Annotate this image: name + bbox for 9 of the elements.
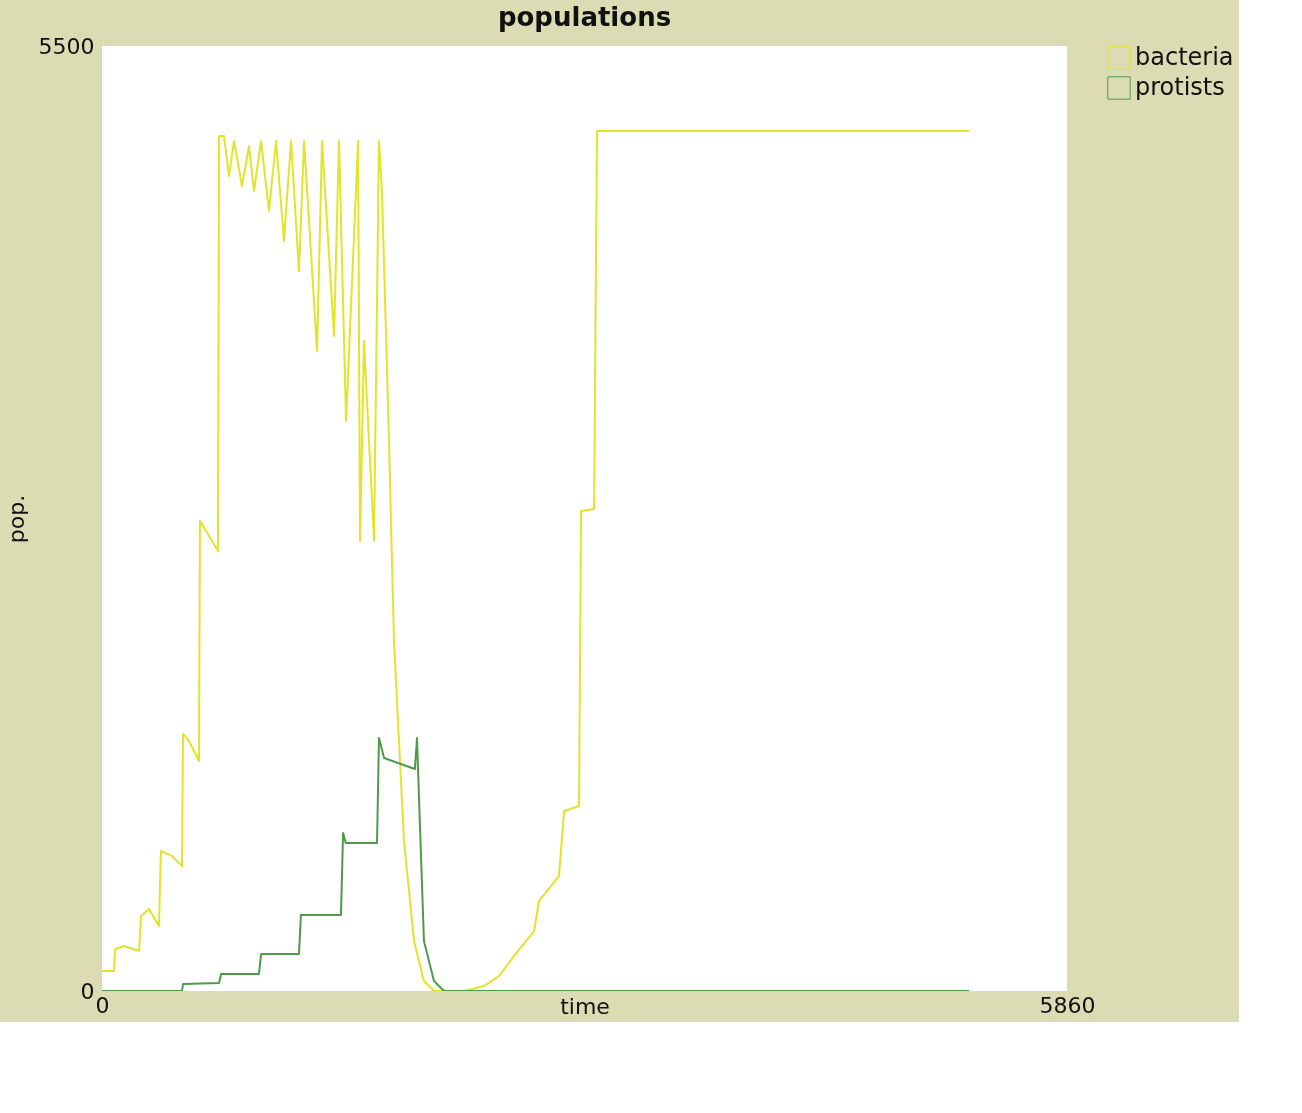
- x-tick-label: 5860: [1039, 992, 1096, 1018]
- legend-label: protists: [1135, 73, 1225, 101]
- line-series: [102, 130, 971, 991]
- line-series: [102, 737, 971, 991]
- y-tick-label: 5500: [38, 33, 95, 59]
- legend-label: bacteria: [1135, 43, 1234, 71]
- x-axis-title: time: [560, 993, 610, 1019]
- y-axis-title: pop.: [3, 494, 29, 544]
- chart-title: populations: [497, 2, 672, 32]
